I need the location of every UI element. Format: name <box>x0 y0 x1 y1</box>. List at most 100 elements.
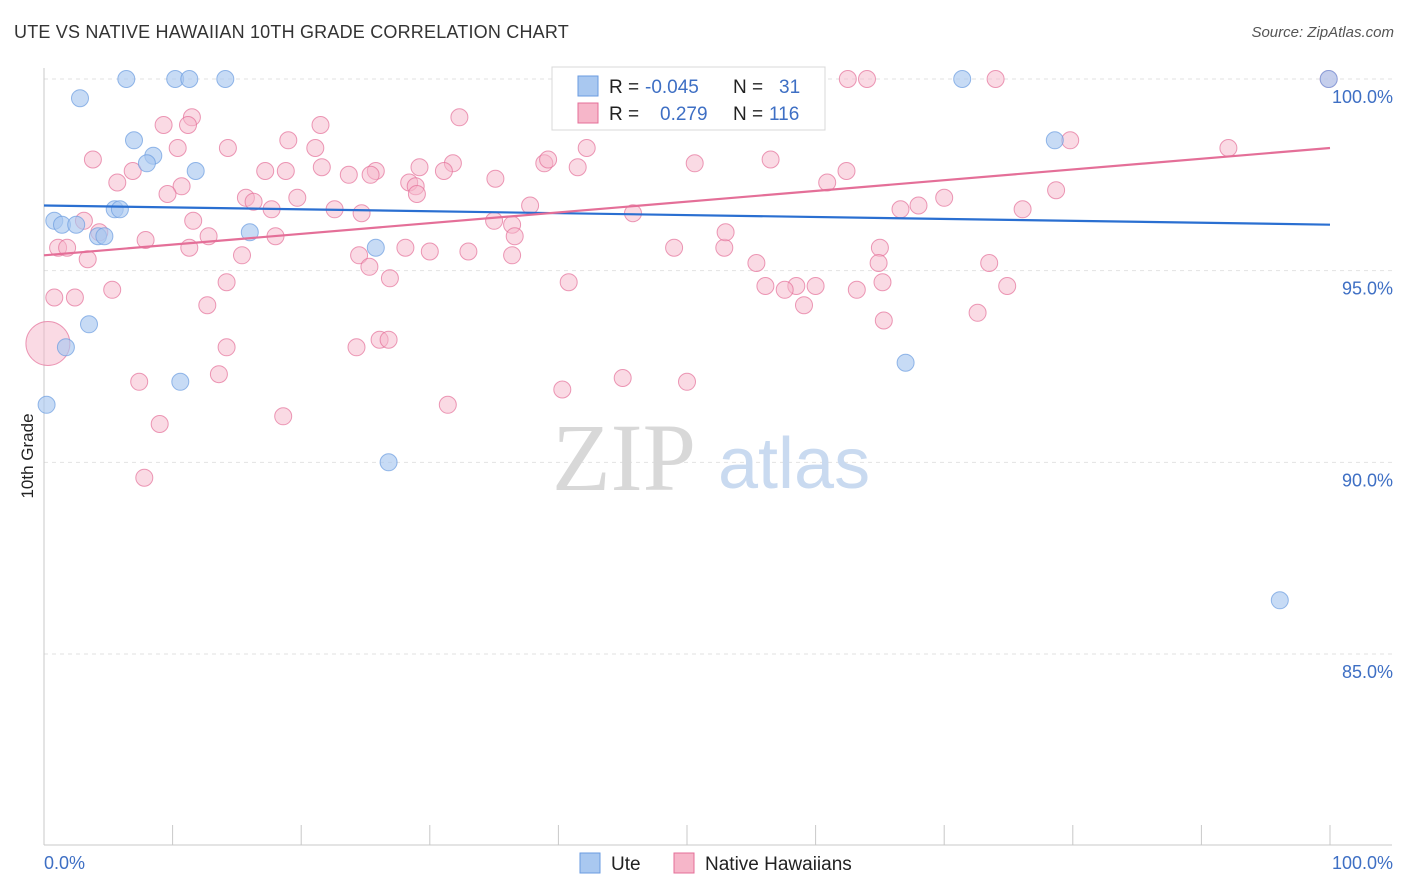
data-point <box>347 338 366 357</box>
data-point <box>168 139 187 157</box>
data-point <box>256 162 275 180</box>
data-point <box>1319 70 1338 88</box>
data-point <box>858 70 876 88</box>
data-point <box>806 277 825 295</box>
data-point <box>505 227 524 246</box>
legend-box: R = -0.045 N = 31 R = 0.279 N = 116 <box>551 66 826 131</box>
data-point <box>761 150 780 169</box>
data-point <box>311 116 330 134</box>
data-point <box>577 139 596 157</box>
source-credit: Source: ZipAtlas.com <box>1251 24 1394 41</box>
data-point <box>154 116 173 134</box>
data-point <box>288 188 307 207</box>
data-point <box>130 372 149 391</box>
legend-n-value: 116 <box>769 104 799 125</box>
data-point <box>874 311 893 330</box>
data-point <box>665 238 684 257</box>
data-point <box>125 131 143 150</box>
data-point <box>553 380 572 399</box>
data-point <box>67 215 86 234</box>
legend-r-value: -0.045 <box>645 77 699 98</box>
data-point <box>953 70 972 88</box>
data-point <box>1045 131 1064 150</box>
series-0 <box>37 70 1338 610</box>
data-point <box>110 200 129 219</box>
data-point <box>276 162 295 180</box>
data-point <box>240 223 259 242</box>
data-point <box>968 303 987 322</box>
data-point <box>136 231 155 249</box>
data-point <box>198 296 217 315</box>
y-axis-title: 10th Grade <box>18 413 37 498</box>
legend-n-label: N = <box>733 77 763 98</box>
data-point <box>407 185 426 203</box>
data-point <box>716 223 735 242</box>
data-point <box>186 162 205 180</box>
y-tick-label: 85.0% <box>1342 662 1393 682</box>
data-point <box>244 192 263 211</box>
data-point <box>135 468 154 487</box>
data-point <box>83 150 102 169</box>
bottom-legend-swatch-ute <box>579 852 601 874</box>
data-point <box>568 158 587 177</box>
legend-r-label: R = <box>609 104 639 125</box>
y-tick-label: 90.0% <box>1342 470 1393 490</box>
data-point <box>366 238 385 257</box>
data-point <box>184 211 203 230</box>
data-point <box>559 273 578 292</box>
data-point <box>870 238 889 257</box>
data-point <box>1219 139 1238 157</box>
data-points <box>25 70 1338 610</box>
data-point <box>486 169 505 188</box>
data-point <box>233 246 251 265</box>
data-point <box>756 277 775 295</box>
data-point <box>891 200 910 219</box>
data-point <box>438 395 457 414</box>
legend-n-value: 31 <box>779 77 800 98</box>
data-point <box>209 365 228 384</box>
data-point <box>847 280 866 299</box>
data-point <box>420 242 439 261</box>
data-point <box>379 330 398 349</box>
data-point <box>117 70 136 88</box>
data-point <box>108 173 127 192</box>
data-point <box>1061 131 1080 150</box>
data-point <box>613 369 632 387</box>
data-point <box>685 154 704 173</box>
data-point <box>521 196 540 215</box>
series-1 <box>25 70 1338 487</box>
data-point <box>775 280 794 299</box>
data-point <box>998 277 1017 295</box>
bottom-legend-swatch-native-hawaiians <box>673 852 695 874</box>
data-point <box>158 185 177 203</box>
data-point <box>503 246 522 265</box>
data-point <box>123 162 142 180</box>
data-point <box>935 188 954 207</box>
data-point <box>312 158 331 177</box>
data-point <box>869 254 888 272</box>
data-point <box>103 280 122 299</box>
data-point <box>339 165 358 184</box>
bottom-legend: Ute Native Hawaiians <box>579 852 852 875</box>
legend-swatch-native-hawaiians <box>577 102 599 124</box>
data-point <box>986 70 1005 88</box>
data-point <box>980 254 999 272</box>
ticks: 0.0% 100.0% 85.0% 90.0% 95.0% 100.0% <box>43 87 1393 873</box>
data-point <box>838 70 857 88</box>
bottom-legend-label-native-hawaiians: Native Hawaiians <box>705 854 852 875</box>
data-point <box>873 273 892 292</box>
data-point <box>80 315 98 334</box>
data-point <box>180 70 199 88</box>
data-point <box>352 204 371 223</box>
x-tick-label: 100.0% <box>1332 853 1393 873</box>
watermark: ZIP atlas <box>552 404 870 511</box>
data-point <box>216 70 235 88</box>
data-point <box>171 372 190 391</box>
data-point <box>678 372 696 391</box>
data-point <box>217 338 236 357</box>
chart-title: UTE VS NATIVE HAWAIIAN 10TH GRADE CORREL… <box>14 22 569 42</box>
axes <box>43 68 1392 846</box>
data-point <box>274 407 293 426</box>
data-point <box>410 158 429 177</box>
